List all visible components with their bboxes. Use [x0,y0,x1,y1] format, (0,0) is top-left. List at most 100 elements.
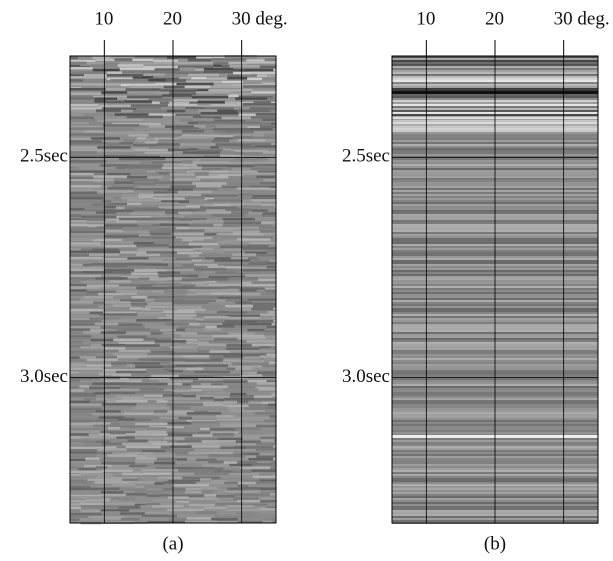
texture [211,239,223,242]
texture [70,196,104,200]
texture [157,317,194,320]
texture [246,59,265,62]
texture [70,227,97,231]
texture [272,473,276,476]
texture [225,208,253,212]
texture [70,503,80,506]
texture [197,100,225,104]
texture [96,152,119,155]
texture [202,245,221,248]
texture [216,494,235,498]
texture [264,332,276,335]
texture [152,505,184,508]
texture [214,196,252,199]
texture [70,244,106,247]
texture [182,395,196,398]
texture [91,422,111,425]
texture [218,254,233,258]
texture [144,485,173,488]
texture [108,317,122,320]
texture [181,284,196,287]
texture [102,442,122,446]
texture [82,263,92,267]
texture [70,211,96,214]
texture [70,238,94,242]
texture [79,518,105,521]
texture [134,269,167,272]
texture [203,403,223,407]
texture [162,175,197,179]
texture [125,88,161,91]
texture [191,445,221,448]
texture [189,500,215,503]
texture [70,76,107,79]
texture [190,281,205,285]
texture [95,466,108,469]
texture [237,272,260,276]
texture [94,322,119,326]
texture [223,466,241,469]
texture [79,157,104,160]
texture [166,428,201,431]
texture [104,224,138,227]
texture [187,289,222,292]
texture [191,76,207,80]
texture [178,211,193,215]
texture [271,323,276,326]
texture [70,154,105,158]
texture [162,260,192,264]
texture [261,221,276,224]
texture [251,199,276,202]
texture [274,439,276,442]
texture [174,151,183,154]
texture [106,100,125,104]
texture [231,149,269,153]
texture [70,373,99,376]
texture [70,301,94,304]
texture [70,376,100,380]
texture [125,452,154,455]
texture [162,332,174,335]
texture [111,484,135,487]
texture [158,206,187,209]
texture [260,487,276,490]
texture [132,470,141,473]
texture [70,442,84,445]
texture [130,146,150,150]
texture [164,397,201,400]
texture [117,64,144,67]
texture [184,437,218,441]
texture [200,179,213,183]
texture [105,88,126,91]
texture [154,181,193,184]
texture [144,140,159,144]
texture [122,238,146,241]
texture [118,323,134,327]
texture [175,236,213,240]
texture [231,211,249,215]
texture [179,67,195,70]
texture [218,145,243,149]
texture [167,401,203,405]
texture [104,349,119,353]
texture [238,430,272,433]
texture [118,425,141,428]
texture [164,193,202,196]
texture [70,286,101,289]
texture [191,385,228,388]
texture [137,476,158,480]
texture [70,218,84,221]
texture [171,391,197,395]
texture [205,352,243,356]
texture [133,127,172,131]
texture [185,328,205,331]
texture [102,511,121,514]
texture [83,113,115,117]
texture [229,371,244,374]
texture [70,242,101,246]
texture [253,100,272,104]
texture [264,161,276,164]
texture [182,370,195,374]
texture [213,398,225,402]
texture [165,314,197,317]
